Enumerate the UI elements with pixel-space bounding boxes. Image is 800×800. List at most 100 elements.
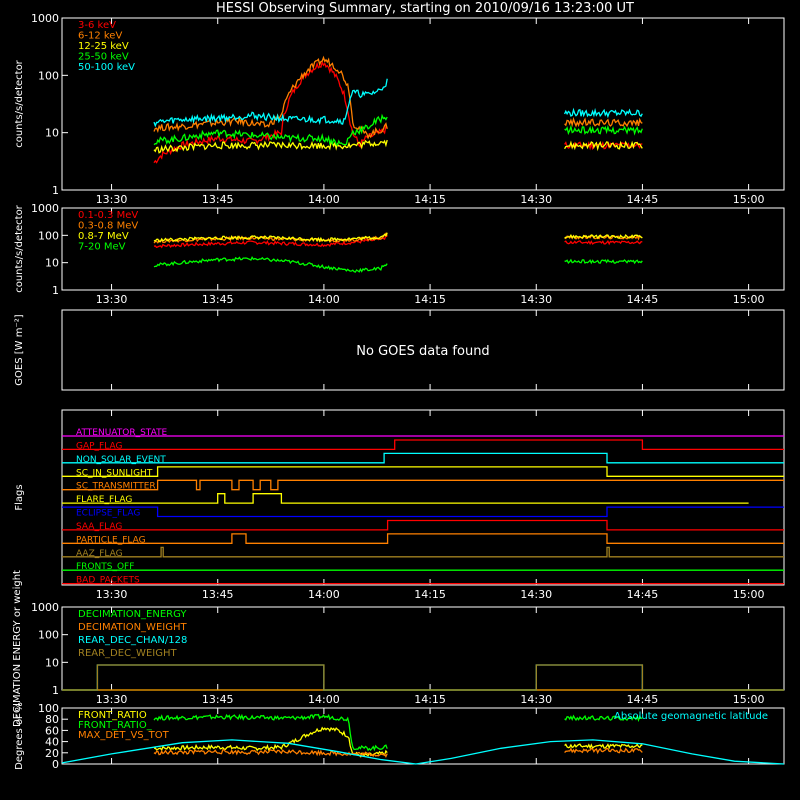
legend-entry: 0.8-7 MeV (78, 231, 129, 242)
flag-label: NON_SOLAR_EVENT (76, 455, 166, 465)
x-tick-label: 13:30 (96, 693, 128, 706)
series-line (153, 139, 643, 154)
y-tick-label: 10 (45, 257, 59, 270)
y-tick-label: 0 (52, 758, 59, 771)
plot-frame (61, 409, 785, 586)
y-tick-label: 60 (45, 724, 59, 737)
plot-frame (61, 707, 785, 765)
x-tick-label: 14:30 (520, 693, 552, 706)
x-tick-label: 13:30 (96, 588, 128, 601)
flag-label: GAP_FLAG (76, 441, 122, 451)
y-axis-label: counts/s/detector (14, 59, 25, 147)
goes-panel: GOES [W m⁻²] No GOES data found (14, 309, 785, 391)
decimation-panel: 13:30 13:45 14:00 14:15 14:30 14:45 15:00 DECIM… (12, 570, 785, 727)
flag-label: FRONTS_OFF (76, 562, 134, 572)
x-tick-label: 15:00 (733, 293, 765, 306)
legend-entry: REAR_DEC_WEIGHT (78, 648, 177, 659)
y-tick-label: 100 (38, 629, 59, 642)
x-tick-label: 15:00 (733, 193, 765, 206)
y-tick-label: 40 (45, 736, 59, 749)
legend-entry: FRONT_RATIO (78, 710, 147, 721)
x-tick-label: 14:15 (414, 693, 446, 706)
annotation: Absolute geomagnetic latitude (614, 711, 768, 722)
y-tick-label: 1 (52, 284, 59, 297)
flag-line (62, 479, 784, 491)
y-axis-label: GOES [W m⁻²] (14, 314, 25, 385)
flag-label: SC_TRANSMITTER (76, 482, 156, 492)
x-tick-label: 14:45 (627, 193, 659, 206)
y-axis-label: Degrees or % (14, 702, 25, 770)
flag-label: PARTICLE_FLAG (76, 535, 146, 545)
x-tick-label: 13:45 (202, 193, 234, 206)
flag-line (62, 506, 784, 518)
flag-line (62, 452, 784, 464)
x-tick-label: 14:45 (627, 293, 659, 306)
series-line (61, 739, 785, 765)
x-tick-label: 14:30 (520, 193, 552, 206)
x-tick-label: 13:45 (202, 588, 234, 601)
y-tick-label: 1000 (31, 12, 59, 25)
x-tick-label: 14:00 (308, 588, 340, 601)
legend-entry: 7-20 MeV (78, 242, 126, 253)
legend-entry: 25-50 keV (78, 52, 129, 63)
x-tick-label: 13:45 (202, 693, 234, 706)
x-tick-label: 14:15 (414, 193, 446, 206)
legend-entry: 12-25 keV (78, 41, 129, 52)
legend-entry: REAR_DEC_CHAN/128 (78, 635, 187, 646)
x-tick-label: 14:15 (414, 293, 446, 306)
x-tick-label: 14:15 (414, 588, 446, 601)
figure-title: HESSI Observing Summary, starting on 201… (216, 1, 634, 16)
y-tick-label: 10 (45, 656, 59, 669)
series-line (153, 234, 643, 249)
flag-label: SAA_FLAG (76, 522, 122, 532)
flag-line (62, 466, 784, 477)
flag-label: BAD_PACKETS (76, 576, 140, 586)
y-tick-label: 10 (45, 127, 59, 140)
x-tick-label: 15:00 (733, 588, 765, 601)
x-tick-label: 14:45 (627, 693, 659, 706)
x-tick-label: 13:45 (202, 293, 234, 306)
series-line (153, 78, 643, 128)
x-tick-label: 15:00 (733, 693, 765, 706)
series-line (153, 232, 643, 243)
legend-entry: 0.1-0.3 MeV (78, 210, 138, 221)
x-tick-label: 14:45 (627, 588, 659, 601)
x-tick-label: 13:30 (96, 293, 128, 306)
low-energy-panel: 13:30 13:45 14:00 14:15 14:30 14:45 15:00 count… (14, 12, 785, 206)
plot-frame (61, 309, 785, 391)
series-line (62, 664, 784, 691)
x-tick-label: 14:30 (520, 588, 552, 601)
x-tick-label: 13:30 (96, 193, 128, 206)
flag-line (62, 493, 749, 504)
flag-line (62, 533, 784, 544)
legend-entry: DECIMATION_ENERGY (78, 609, 187, 620)
y-tick-label: 1 (52, 184, 59, 197)
series-line (153, 255, 643, 273)
y-tick-label: 20 (45, 747, 59, 760)
high-energy-panel: 13:30 13:45 14:00 14:15 14:30 14:45 15:00 count… (14, 202, 785, 306)
flag-label: FLARE_FLAG (76, 495, 132, 505)
legend-entry: 0.3-0.8 MeV (78, 221, 138, 232)
y-tick-label: 1 (52, 684, 59, 697)
series-line (153, 713, 643, 752)
y-tick-label: 80 (45, 713, 59, 726)
series-line (153, 113, 643, 146)
legend-entry: FRONT_RATIO_ (78, 720, 153, 731)
legend-entry: 3-6 keV (78, 20, 116, 31)
plot-frame (61, 17, 785, 191)
legend-entry: MAX_DET_VS_TOT (78, 730, 170, 741)
x-tick-label: 14:00 (308, 293, 340, 306)
goes-message: No GOES data found (356, 344, 489, 359)
legend-entry: 50-100 keV (78, 62, 135, 73)
y-tick-label: 1000 (31, 202, 59, 215)
y-axis-label: counts/s/detector (14, 204, 25, 292)
x-tick-label: 14:00 (308, 693, 340, 706)
legend-entry: 6-12 keV (78, 31, 122, 42)
flag-label: SC_IN_SUNLIGHT (76, 468, 153, 478)
series-line (153, 55, 643, 140)
flag-line (62, 546, 784, 558)
x-tick-label: 14:30 (520, 293, 552, 306)
flag-line (62, 519, 784, 531)
